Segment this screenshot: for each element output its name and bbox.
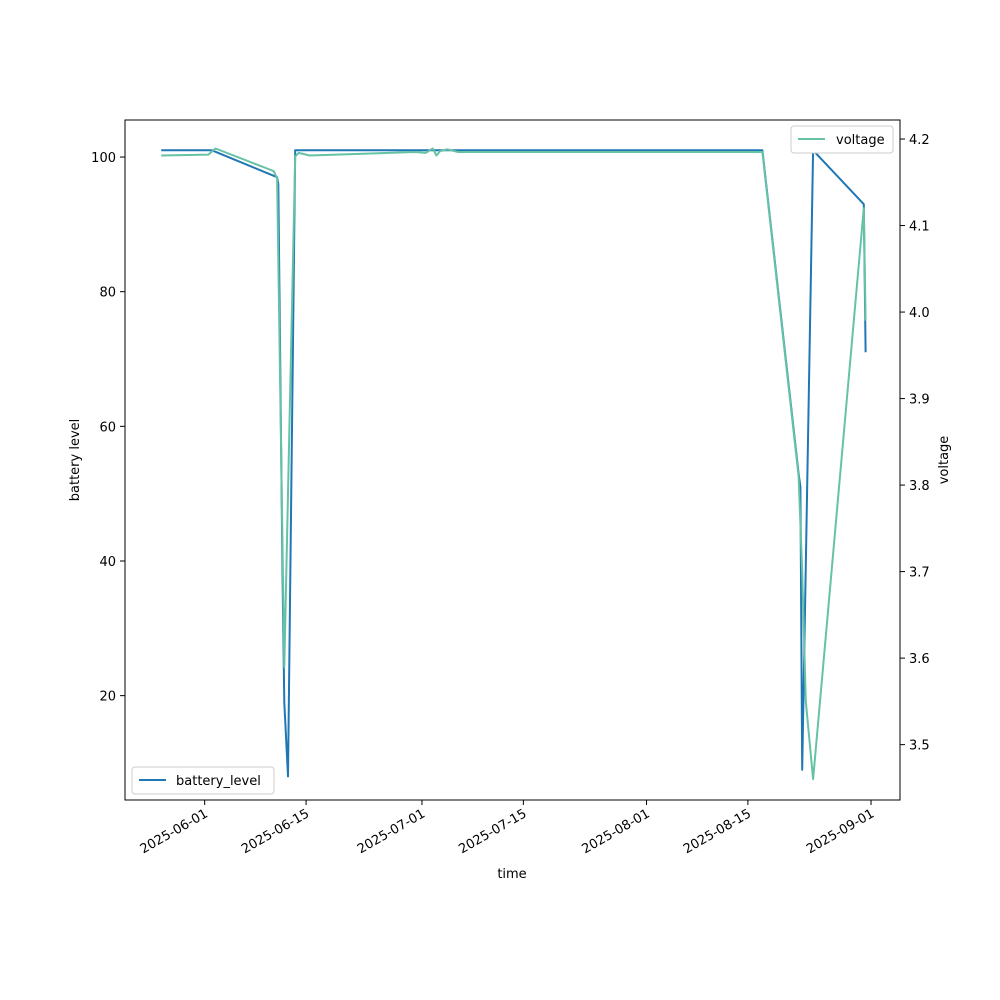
- right-y-axis-ticks: 3.5 3.6 3.7 3.8 3.9 4.0 4.1 4.2: [900, 133, 930, 754]
- x-tick-label: 2025-06-15: [239, 806, 312, 857]
- legend-voltage: voltage: [790, 125, 894, 154]
- right-y-tick-label: 3.5: [909, 739, 930, 754]
- left-y-axis-ticks: 20 40 60 80 100: [91, 151, 125, 705]
- plot-area-frame: [124, 119, 901, 801]
- legend-voltage-label: voltage: [836, 133, 885, 148]
- right-y-tick-label: 3.7: [909, 566, 930, 581]
- x-tick-label: 2025-07-01: [355, 806, 428, 857]
- left-y-tick-label: 100: [91, 151, 116, 166]
- right-y-tick-label: 3.8: [909, 479, 930, 494]
- legend-battery-level-label: battery_level: [176, 774, 261, 789]
- x-tick-label: 2025-07-15: [456, 806, 529, 857]
- series-line-battery-level: [161, 149, 867, 778]
- legend-battery-level: battery_level: [131, 766, 275, 795]
- x-tick-label: 2025-08-01: [580, 806, 653, 857]
- x-axis-label: time: [497, 867, 526, 882]
- x-tick-label: 2025-06-01: [138, 806, 211, 857]
- left-y-tick-label: 40: [99, 555, 116, 570]
- left-y-axis-label: battery level: [68, 419, 83, 502]
- left-y-tick-label: 80: [99, 286, 116, 301]
- right-y-tick-label: 4.1: [909, 220, 930, 235]
- right-y-tick-label: 4.0: [909, 306, 930, 321]
- left-y-tick-label: 20: [99, 690, 116, 705]
- right-y-tick-label: 3.9: [909, 393, 930, 408]
- x-tick-label: 2025-08-15: [681, 806, 754, 857]
- x-axis-ticks: 2025-06-01 2025-06-15 2025-07-01 2025-07-15…: [138, 800, 877, 857]
- right-y-axis-label: voltage: [937, 436, 952, 485]
- right-y-tick-label: 4.2: [909, 133, 930, 148]
- x-tick-label: 2025-09-01: [804, 806, 877, 857]
- left-y-tick-label: 60: [99, 420, 116, 435]
- right-y-tick-label: 3.6: [909, 652, 930, 667]
- series-line-voltage: [161, 147, 867, 781]
